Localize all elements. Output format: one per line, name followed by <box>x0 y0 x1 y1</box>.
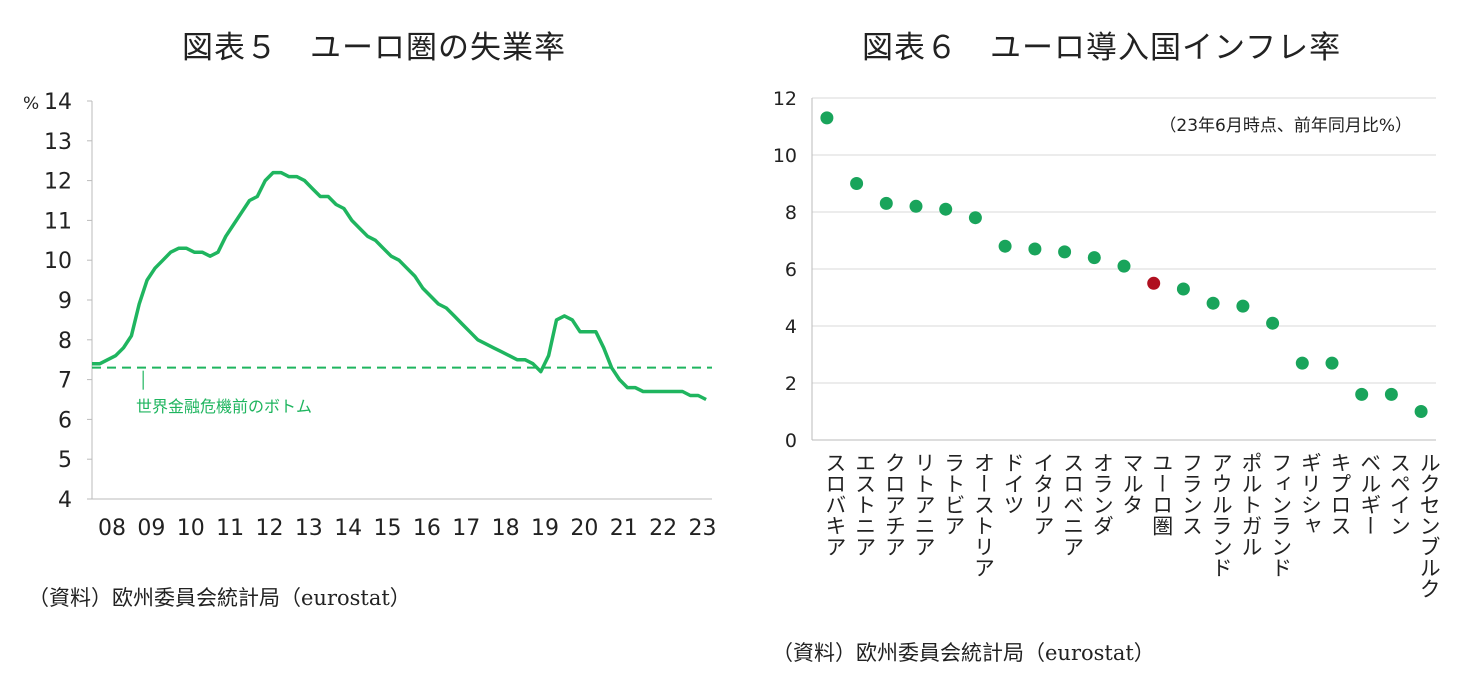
category-label: フィンランド <box>1269 452 1293 578</box>
data-point <box>1176 282 1190 296</box>
category-label: オランダ <box>1090 452 1114 536</box>
y-tick-label: 14 <box>44 90 72 115</box>
data-point <box>1206 296 1220 310</box>
category-label: スロバキア <box>823 452 847 557</box>
category-label: マルタ <box>1120 452 1144 515</box>
category-label: ユーロ圏 <box>1150 452 1174 536</box>
y-tick-label: 7 <box>58 369 72 394</box>
category-label: フランス <box>1179 452 1203 536</box>
y-tick-label: 13 <box>44 130 72 155</box>
y-tick-label: 5 <box>58 448 72 473</box>
data-point <box>1325 356 1339 370</box>
y-tick-label: 10 <box>44 249 72 274</box>
category-label: スペイン <box>1387 452 1411 536</box>
y-tick-label: 10 <box>773 145 797 167</box>
unemployment-line-chart: 4 5 6 7 8 9 10 11 12 13 14% 08 09 10 11 12 13 14 15 16 17 18 1… <box>23 90 716 541</box>
data-point <box>1355 387 1369 401</box>
data-point <box>850 177 864 190</box>
category-label: リトアニア <box>912 452 936 557</box>
y-tick-label: 12 <box>44 170 72 195</box>
x-tick-label: 20 <box>570 516 598 541</box>
data-point <box>1384 387 1398 401</box>
inflation-dot-chart: 0 2 4 6 8 10 12 （23年6月時点、前年同月比%） スロバキア エストニア クロアチア… <box>773 88 1441 599</box>
y-tick-label: 0 <box>785 430 797 452</box>
y-unit-label: % <box>23 94 39 114</box>
y-tick-label: 4 <box>785 316 797 338</box>
x-tick-label: 16 <box>413 516 441 541</box>
data-point <box>998 239 1012 253</box>
data-point <box>820 111 834 125</box>
x-tick-label: 19 <box>531 516 559 541</box>
y-tick-label: 8 <box>58 329 72 354</box>
category-label: ポルトガル <box>1239 452 1263 557</box>
data-point <box>1058 245 1072 259</box>
x-tick-label: 14 <box>334 516 362 541</box>
reference-label: 世界金融危機前のボトム <box>136 397 312 416</box>
data-point <box>1147 276 1161 290</box>
x-tick-label: 10 <box>177 516 205 541</box>
y-tick-label: 4 <box>58 488 72 513</box>
y-tick-label: 9 <box>58 289 72 314</box>
category-label: ドイツ <box>1001 452 1025 515</box>
y-tick-label: 8 <box>785 202 797 224</box>
data-point <box>1414 405 1428 418</box>
x-tick-label: 22 <box>649 516 677 541</box>
x-tick-label: 21 <box>610 516 638 541</box>
category-label: キプロス <box>1328 452 1352 536</box>
y-tick-label: 11 <box>44 209 72 234</box>
y-tick-label: 12 <box>773 88 797 110</box>
data-point <box>1028 242 1042 256</box>
category-label: スロベニア <box>1061 452 1085 557</box>
left-chart-source: （資料）欧州委員会統計局（eurostat） <box>28 586 411 610</box>
category-label: クロアチア <box>882 452 906 557</box>
data-point <box>909 199 923 213</box>
y-tick-label: 6 <box>58 408 72 433</box>
category-label: アウルランド <box>1209 452 1233 578</box>
data-point <box>1087 251 1101 265</box>
category-label: ラトビア <box>942 452 966 536</box>
category-label: ルクセンブルク <box>1417 452 1441 599</box>
left-chart-title: 図表５ ユーロ圏の失業率 <box>182 30 566 66</box>
data-point <box>1236 299 1250 313</box>
right-chart-title: 図表６ ユーロ導入国インフレ率 <box>862 30 1342 66</box>
category-label: ベルギー <box>1358 452 1382 536</box>
x-tick-label: 18 <box>492 516 520 541</box>
data-point <box>939 202 953 216</box>
data-point <box>879 196 893 210</box>
x-tick-label: 12 <box>255 516 283 541</box>
x-tick-label: 15 <box>374 516 402 541</box>
category-label: オーストリア <box>971 452 995 578</box>
x-tick-label: 17 <box>452 516 480 541</box>
unemployment-series-line <box>92 170 707 402</box>
category-label: ギリシャ <box>1298 452 1322 536</box>
chart-annotation: （23年6月時点、前年同月比%） <box>1159 116 1412 136</box>
x-tick-label: 08 <box>98 516 126 541</box>
x-tick-label: 23 <box>688 516 716 541</box>
category-label: イタリア <box>1031 452 1055 536</box>
category-label: エストニア <box>853 452 877 557</box>
x-tick-label: 11 <box>216 516 244 541</box>
x-tick-label: 09 <box>137 516 165 541</box>
data-point <box>1117 259 1131 273</box>
data-point <box>1295 356 1309 370</box>
y-tick-label: 6 <box>785 259 797 281</box>
data-point <box>1266 316 1280 330</box>
right-chart-source: （資料）欧州委員会統計局（eurostat） <box>772 641 1155 665</box>
x-tick-label: 13 <box>295 516 323 541</box>
y-tick-label: 2 <box>785 373 797 395</box>
data-point <box>968 211 982 225</box>
